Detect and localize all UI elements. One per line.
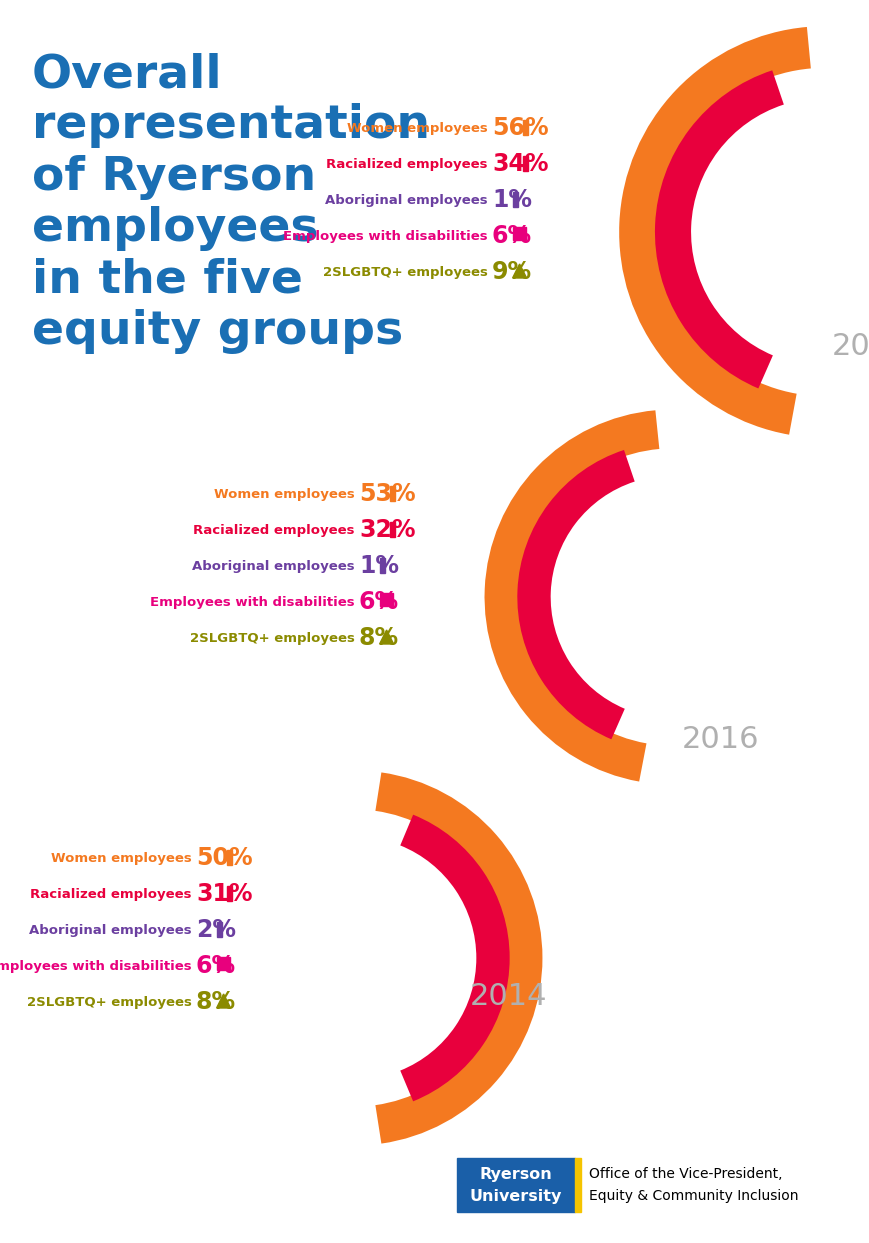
Text: 8%: 8% xyxy=(359,626,399,650)
Text: Women employees: Women employees xyxy=(51,851,192,864)
Bar xyxy=(512,227,525,240)
Text: Racialized employees: Racialized employees xyxy=(193,523,355,537)
Text: 2SLGBTQ+ employees: 2SLGBTQ+ employees xyxy=(190,631,355,645)
Text: 53%: 53% xyxy=(359,482,415,506)
Text: Aboriginal employees: Aboriginal employees xyxy=(30,924,192,936)
Bar xyxy=(522,121,527,135)
Text: Racialized employees: Racialized employees xyxy=(326,158,488,170)
Bar xyxy=(379,593,392,607)
Text: 2014: 2014 xyxy=(469,982,547,1011)
Text: 2%: 2% xyxy=(196,919,235,942)
Text: Office of the Vice-President,: Office of the Vice-President, xyxy=(588,1167,781,1181)
Text: 6%: 6% xyxy=(196,953,235,978)
Text: Employees with disabilities: Employees with disabilities xyxy=(150,595,355,609)
Text: 2016: 2016 xyxy=(681,725,759,755)
Text: 2018: 2018 xyxy=(831,332,869,360)
Polygon shape xyxy=(379,630,393,644)
Text: 1%: 1% xyxy=(492,188,531,213)
Text: 2SLGBTQ+ employees: 2SLGBTQ+ employees xyxy=(322,266,488,278)
Text: Equity & Community Inclusion: Equity & Community Inclusion xyxy=(588,1190,798,1203)
Bar xyxy=(227,886,232,901)
Text: Aboriginal employees: Aboriginal employees xyxy=(325,194,488,206)
Text: 6%: 6% xyxy=(492,224,532,249)
Text: 1%: 1% xyxy=(359,554,399,578)
Text: Racialized employees: Racialized employees xyxy=(30,888,192,900)
Text: 2SLGBTQ+ employees: 2SLGBTQ+ employees xyxy=(27,996,192,1008)
Text: 31%: 31% xyxy=(196,883,252,906)
Bar xyxy=(574,1158,580,1212)
Bar xyxy=(389,522,395,537)
Text: Employees with disabilities: Employees with disabilities xyxy=(283,230,488,242)
Bar xyxy=(379,558,384,573)
Bar xyxy=(216,957,229,970)
Text: 8%: 8% xyxy=(196,989,235,1014)
Text: Women employees: Women employees xyxy=(214,487,355,501)
Text: 6%: 6% xyxy=(359,590,399,614)
Text: 32%: 32% xyxy=(359,518,415,542)
Polygon shape xyxy=(216,994,230,1008)
Bar xyxy=(227,850,232,865)
Text: 34%: 34% xyxy=(492,152,547,177)
Text: Overall
representation
of Ryerson
employees
in the five
equity groups: Overall representation of Ryerson employ… xyxy=(32,52,429,353)
Bar xyxy=(216,922,222,937)
Bar xyxy=(456,1158,574,1212)
Text: 50%: 50% xyxy=(196,846,252,870)
Text: Employees with disabilities: Employees with disabilities xyxy=(0,960,192,972)
Text: 9%: 9% xyxy=(492,260,532,283)
Polygon shape xyxy=(512,264,526,278)
Text: Ryerson: Ryerson xyxy=(479,1167,552,1182)
Bar xyxy=(522,157,527,172)
Bar xyxy=(512,191,517,208)
Bar xyxy=(389,486,395,501)
Text: Women employees: Women employees xyxy=(347,122,488,134)
Text: 56%: 56% xyxy=(492,116,548,140)
Text: University: University xyxy=(469,1190,561,1204)
Text: Aboriginal employees: Aboriginal employees xyxy=(192,559,355,573)
